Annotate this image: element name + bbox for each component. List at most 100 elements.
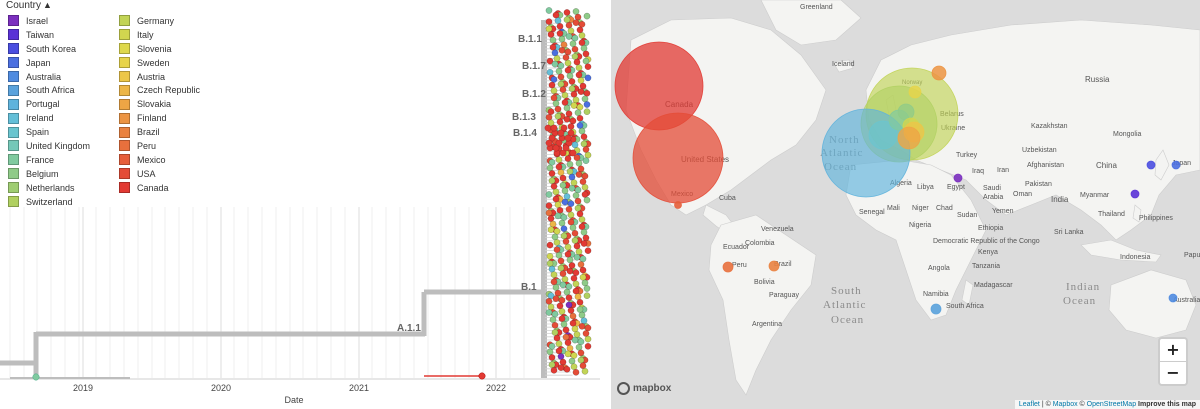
tip-node[interactable] (574, 293, 582, 301)
legend-item[interactable]: Portugal (8, 97, 90, 111)
tip-node[interactable] (582, 146, 590, 153)
tip-node[interactable] (557, 264, 565, 272)
tip-node[interactable] (545, 191, 553, 198)
tip-node[interactable] (563, 365, 571, 373)
tip-node[interactable] (556, 30, 564, 37)
tip-node[interactable] (547, 31, 555, 38)
tip-node[interactable] (566, 267, 574, 275)
tip-node[interactable] (558, 35, 566, 43)
tip-node[interactable] (564, 243, 572, 251)
tip-node[interactable] (583, 89, 591, 97)
tip-node[interactable] (578, 32, 586, 39)
tip-node[interactable] (478, 372, 486, 380)
tip-node[interactable] (568, 357, 576, 365)
tip-node[interactable] (577, 349, 585, 357)
tip-node[interactable] (554, 112, 562, 120)
tip-node[interactable] (557, 62, 565, 70)
legend-item[interactable]: Japan (8, 56, 90, 70)
tip-node[interactable] (553, 55, 561, 62)
tip-node[interactable] (565, 294, 573, 302)
tip-node[interactable] (569, 224, 577, 232)
tip-node[interactable] (562, 333, 570, 341)
tip-node[interactable] (566, 160, 574, 168)
country-bubble[interactable] (897, 126, 921, 150)
tip-node[interactable] (552, 100, 560, 107)
tip-node[interactable] (580, 140, 588, 148)
tip-node[interactable] (578, 216, 586, 223)
tip-node[interactable] (568, 262, 576, 269)
tip-node[interactable] (565, 205, 573, 213)
country-bubble[interactable] (1168, 293, 1178, 303)
tip-node[interactable] (579, 362, 587, 370)
tip-node[interactable] (559, 358, 567, 366)
tip-node[interactable] (567, 200, 575, 208)
tip-node[interactable] (545, 209, 553, 217)
tip-node[interactable] (572, 287, 580, 295)
tip-node[interactable] (546, 348, 554, 356)
tip-node[interactable] (577, 165, 585, 173)
tip-node[interactable] (577, 356, 585, 364)
tip-node[interactable] (556, 22, 564, 30)
tip-node[interactable] (559, 86, 567, 94)
tip-node[interactable] (562, 238, 570, 245)
tip-node[interactable] (559, 281, 567, 289)
tip-node[interactable] (555, 340, 563, 348)
tip-node[interactable] (584, 74, 592, 82)
tip-node[interactable] (578, 322, 586, 330)
legend-item[interactable]: Switzerland (8, 195, 90, 209)
tip-node[interactable] (546, 68, 554, 76)
tip-node[interactable] (572, 8, 580, 15)
tip-node[interactable] (583, 292, 591, 300)
tip-node[interactable] (550, 278, 558, 286)
tip-node[interactable] (572, 192, 580, 199)
tip-node[interactable] (580, 44, 588, 52)
tip-node[interactable] (548, 134, 556, 142)
legend-item[interactable]: Mexico (119, 153, 200, 167)
tip-node[interactable] (575, 248, 583, 256)
tip-node[interactable] (559, 174, 567, 182)
tip-node[interactable] (576, 122, 584, 129)
legend-item[interactable]: Canada (119, 181, 200, 195)
tip-node[interactable] (575, 171, 583, 178)
tip-node[interactable] (572, 19, 580, 27)
tip-node[interactable] (547, 303, 555, 311)
tip-node[interactable] (573, 154, 581, 162)
legend-item[interactable]: Czech Republic (119, 83, 200, 97)
tip-node[interactable] (581, 172, 589, 180)
legend-item[interactable]: Taiwan (8, 28, 90, 42)
tip-node[interactable] (552, 144, 560, 152)
tip-node[interactable] (556, 302, 564, 310)
tip-node[interactable] (567, 218, 575, 226)
tip-node[interactable] (568, 184, 576, 192)
legend-item[interactable]: Slovenia (119, 42, 200, 56)
tip-node[interactable] (579, 273, 587, 281)
tip-node[interactable] (554, 105, 562, 113)
tip-node[interactable] (551, 310, 559, 318)
tip-node[interactable] (566, 72, 574, 80)
legend-item[interactable]: Ireland (8, 111, 90, 125)
tip-node[interactable] (560, 124, 568, 132)
tip-node[interactable] (546, 252, 554, 260)
tip-node[interactable] (547, 292, 555, 300)
tip-node[interactable] (565, 283, 573, 290)
tip-node[interactable] (567, 27, 575, 35)
tip-node[interactable] (548, 81, 556, 89)
tip-node[interactable] (553, 239, 561, 246)
tip-node[interactable] (550, 271, 558, 279)
zoom-in-button[interactable]: + (1160, 339, 1186, 362)
tip-node[interactable] (566, 344, 574, 352)
country-bubble[interactable] (674, 201, 682, 209)
tip-node[interactable] (547, 215, 555, 222)
tip-node[interactable] (548, 354, 556, 361)
tip-node[interactable] (545, 297, 553, 305)
tip-node[interactable] (548, 170, 556, 177)
tip-node[interactable] (564, 350, 572, 358)
tip-node[interactable] (564, 48, 572, 56)
tip-node[interactable] (565, 301, 573, 309)
tip-node[interactable] (554, 212, 562, 220)
tip-node[interactable] (548, 342, 556, 350)
country-bubble[interactable] (1171, 160, 1181, 170)
tip-node[interactable] (583, 108, 591, 116)
tip-node[interactable] (576, 306, 584, 313)
legend-item[interactable]: Israel (8, 14, 90, 28)
